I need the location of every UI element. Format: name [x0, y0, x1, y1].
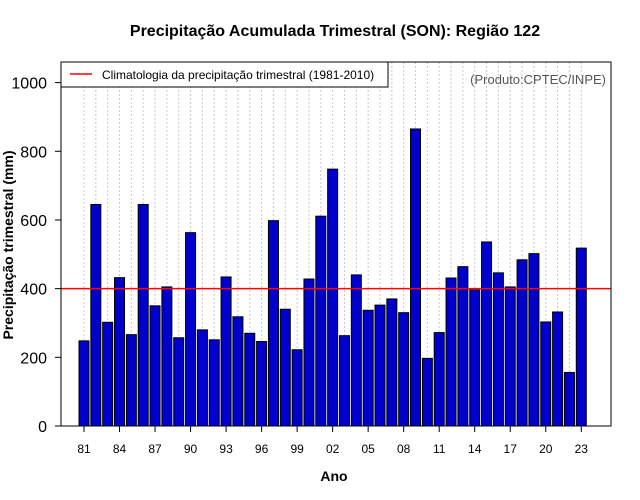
bar-1987 [149, 305, 161, 427]
bar-1985 [125, 334, 137, 427]
bar-2004 [350, 274, 362, 427]
bar-2023 [575, 247, 587, 427]
bar-1993 [220, 276, 232, 427]
bar-2014 [469, 289, 481, 427]
bar-2001 [315, 215, 327, 427]
x-tick-label: 02 [326, 442, 340, 456]
bar-2019 [528, 253, 540, 427]
bar-1994 [232, 316, 244, 427]
x-axis: 81 84 87 90 93 96 99 02 05 08 11 14 17 20 23 [77, 426, 588, 456]
bar-1991 [196, 329, 208, 427]
y-tick-label: 400 [20, 282, 47, 299]
bar-2013 [457, 266, 469, 427]
bar-1988 [161, 286, 173, 427]
legend: Climatologia da precipitação trimestral … [60, 61, 389, 88]
bar-1984 [114, 277, 126, 427]
x-tick-label: 11 [433, 442, 446, 456]
bar-1982 [90, 204, 102, 427]
x-tick-label: 23 [575, 442, 589, 456]
y-tick-label: 0 [38, 419, 47, 436]
x-tick-label: 90 [184, 442, 198, 456]
y-tick-label: 600 [20, 213, 47, 230]
bar-2020 [540, 321, 552, 427]
chart-title: Precipitação Acumulada Trimestral (SON):… [130, 23, 540, 40]
x-tick-label: 93 [219, 442, 233, 456]
legend-box [60, 61, 389, 88]
y-tick-label: 200 [20, 350, 47, 367]
bar-2008 [398, 312, 410, 427]
y-axis-label: Precipitação trimestral (mm) [0, 150, 16, 339]
x-axis-label: Ano [320, 468, 347, 484]
bars-group [78, 128, 587, 427]
x-tick-label: 14 [468, 442, 482, 456]
bar-2012 [445, 277, 457, 427]
bar-2006 [374, 304, 386, 427]
bar-1997 [267, 220, 279, 427]
bar-2015 [481, 241, 493, 427]
bar-1981 [78, 340, 90, 427]
y-tick-label: 800 [20, 144, 47, 161]
source-note: (Produto:CPTEC/INPE) [470, 72, 606, 87]
x-tick-label: 05 [361, 442, 375, 456]
bar-1999 [291, 349, 303, 427]
bar-2018 [516, 259, 528, 427]
bar-1995 [244, 332, 256, 427]
x-tick-label: 99 [290, 442, 304, 456]
bar-2009 [410, 128, 422, 427]
x-tick-label: 87 [148, 442, 162, 456]
bar-2011 [433, 332, 445, 427]
y-axis: 0 200 400 600 800 1000 [11, 76, 61, 436]
bar-1998 [279, 308, 291, 427]
bar-2000 [303, 278, 315, 427]
bar-2017 [504, 286, 516, 427]
bar-2021 [552, 311, 564, 427]
bar-2005 [362, 309, 374, 427]
bar-2007 [386, 298, 398, 427]
bar-2010 [421, 357, 433, 427]
bar-1989 [173, 337, 185, 427]
bar-1990 [185, 232, 197, 427]
x-tick-label: 96 [255, 442, 269, 456]
x-tick-label: 08 [397, 442, 411, 456]
bar-1996 [256, 341, 268, 427]
x-tick-label: 84 [113, 442, 127, 456]
x-tick-label: 17 [504, 442, 518, 456]
bar-2016 [492, 272, 504, 427]
x-tick-label: 20 [539, 442, 553, 456]
bar-2022 [563, 371, 575, 427]
legend-label: Climatologia da precipitação trimestral … [102, 68, 374, 82]
y-tick-label: 1000 [11, 76, 47, 93]
bar-2003 [338, 335, 350, 427]
bar-1983 [102, 321, 114, 427]
bar-1986 [137, 204, 149, 427]
bar-1992 [208, 339, 220, 427]
bar-2002 [327, 168, 339, 427]
x-tick-label: 81 [77, 442, 91, 456]
